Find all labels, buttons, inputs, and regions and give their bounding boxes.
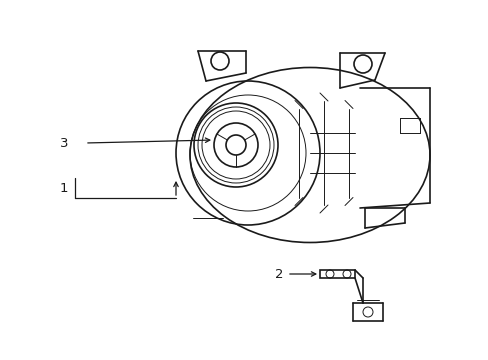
Text: 1: 1 bbox=[60, 181, 68, 194]
Text: 2: 2 bbox=[274, 267, 283, 280]
Text: 3: 3 bbox=[60, 136, 68, 149]
